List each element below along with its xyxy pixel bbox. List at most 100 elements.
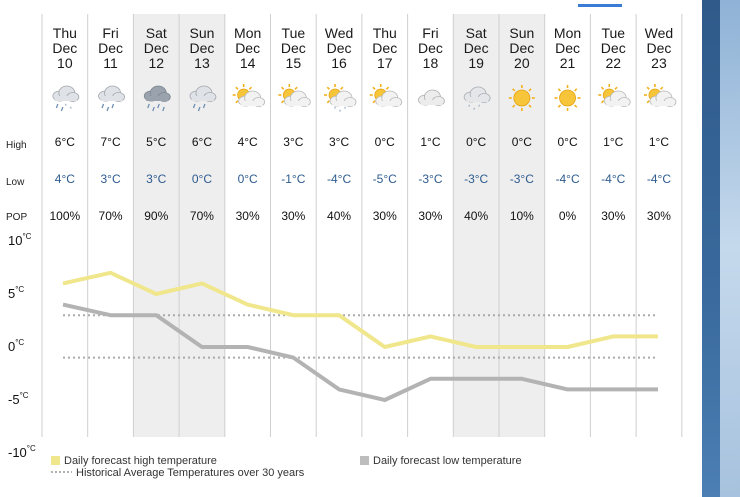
sun-ray xyxy=(372,86,376,90)
pop-value: 30% xyxy=(281,209,305,223)
snowflake: * xyxy=(339,110,342,116)
day-date: 21 xyxy=(560,55,576,71)
sun-ray xyxy=(646,86,650,90)
cloud-base xyxy=(420,100,443,105)
day-date: 19 xyxy=(468,55,484,71)
day-month: Dec xyxy=(372,40,397,56)
sun-icon xyxy=(508,85,535,111)
day-name: Sat xyxy=(146,25,167,41)
sun-ray xyxy=(235,86,239,90)
cloud-base xyxy=(100,96,123,101)
sun-ray xyxy=(557,88,562,92)
high-temp-value: 4°C xyxy=(238,135,258,149)
high-temp-value: 0°C xyxy=(557,135,577,149)
day-date: 13 xyxy=(194,55,210,71)
cloud-base xyxy=(54,96,77,101)
heavy-rain-icon xyxy=(143,85,171,112)
sun-icon xyxy=(554,85,581,111)
sun-ray xyxy=(614,86,618,90)
column-dividers xyxy=(41,14,683,437)
cloud-base xyxy=(651,101,674,106)
low-temp-value: 0°C xyxy=(238,172,258,186)
sun-ray xyxy=(281,86,285,90)
rain-drop xyxy=(192,103,196,109)
day-name: Tue xyxy=(282,25,306,41)
row-label-low: Low xyxy=(6,177,25,188)
sun-cloud-icon xyxy=(278,84,311,107)
cloud-icon xyxy=(418,89,445,106)
pop-value: 70% xyxy=(190,209,214,223)
sun-disc xyxy=(513,89,531,107)
low-temp-value: 0°C xyxy=(192,172,212,186)
day-name: Sun xyxy=(189,25,214,41)
snowflake: * xyxy=(70,107,73,113)
day-month: Dec xyxy=(144,40,169,56)
sun-ray xyxy=(557,104,562,108)
y-tick-label: 0°C xyxy=(8,338,24,354)
high-temp-value: 1°C xyxy=(420,135,440,149)
sun-ray xyxy=(326,100,330,104)
sun-disc xyxy=(559,89,576,107)
rain-drop xyxy=(147,103,150,109)
day-month: Dec xyxy=(98,40,123,56)
day-date: 11 xyxy=(103,55,118,71)
forecast-values: 6°C 4°C 100% 7°C 3°C 70% 5°C 3°C 90% 6°C 0°C 70% 4°C… xyxy=(49,135,671,223)
high-temp-value: 0°C xyxy=(375,135,395,149)
day-month: Dec xyxy=(281,40,306,56)
sun-ray xyxy=(248,86,252,90)
day-month: Dec xyxy=(464,40,489,56)
snowflake: * xyxy=(478,105,481,111)
y-tick-label: 5°C xyxy=(8,285,24,301)
snowflake: * xyxy=(468,105,471,111)
day-name: Thu xyxy=(53,25,77,41)
day-date: 16 xyxy=(331,55,347,71)
low-temp-value: -4°C xyxy=(647,172,671,186)
day-name: Fri xyxy=(422,25,438,41)
pop-value: 100% xyxy=(49,209,80,223)
side-panel-image xyxy=(720,0,740,497)
pop-value: 90% xyxy=(144,209,168,223)
rain-drop xyxy=(55,103,59,109)
pop-value: 30% xyxy=(418,209,442,223)
row-label-pop: POP xyxy=(6,212,27,223)
forecast-chart: ThuDec10FriDec11SatDec12SunDec13MonDec14… xyxy=(6,14,683,479)
cloud-base xyxy=(191,96,214,101)
pop-value: 40% xyxy=(464,209,488,223)
sun-ray xyxy=(600,86,605,90)
sun-ray xyxy=(235,100,239,104)
sun-ray xyxy=(574,104,578,108)
rain-drop xyxy=(197,106,201,112)
high-temp-value: 1°C xyxy=(603,135,623,149)
cloud-base xyxy=(332,101,355,106)
shaded-column-bg xyxy=(499,14,545,437)
day-headers: ThuDec10FriDec11SatDec12SunDec13MonDec14… xyxy=(52,25,673,71)
low-temp-value: -4°C xyxy=(601,172,625,186)
day-name: Mon xyxy=(554,25,581,41)
day-date: 15 xyxy=(286,55,302,71)
day-name: Sat xyxy=(466,25,487,41)
rain-drop xyxy=(202,103,206,109)
rain-drop xyxy=(60,106,64,112)
day-month: Dec xyxy=(555,40,580,56)
high-temp-value: 6°C xyxy=(192,135,212,149)
sun-ray xyxy=(660,86,664,90)
pop-value: 30% xyxy=(236,209,260,223)
shaded-column-bg xyxy=(453,14,499,437)
day-month: Dec xyxy=(646,40,671,56)
sun-ray xyxy=(385,86,390,90)
rain-drop xyxy=(152,106,155,112)
sun-cloud-icon xyxy=(643,84,677,107)
low-temp-value: 4°C xyxy=(55,172,75,186)
shaded-column-bg xyxy=(133,14,180,437)
sun-ray xyxy=(574,88,578,92)
sun-ray xyxy=(600,100,605,104)
y-tick-label: -5°C xyxy=(8,391,29,407)
high-temp-value: 0°C xyxy=(466,135,486,149)
legend-label-historical: Historical Average Temperatures over 30 … xyxy=(76,467,305,479)
day-month: Dec xyxy=(601,40,626,56)
day-month: Dec xyxy=(235,40,260,56)
low-temp-value: -5°C xyxy=(373,172,397,186)
y-tick-label: -10°C xyxy=(8,444,36,460)
day-month: Dec xyxy=(189,40,214,56)
high-temperature-line xyxy=(62,270,658,349)
